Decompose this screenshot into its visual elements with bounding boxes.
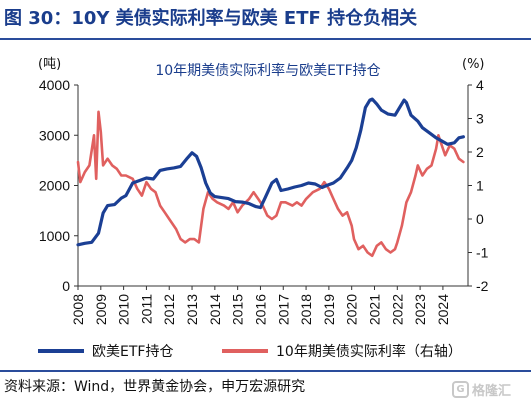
series-layer bbox=[76, 97, 465, 258]
x-axis-tick-label: 2018 bbox=[298, 294, 314, 325]
x-axis-tick-label: 2015 bbox=[230, 294, 246, 325]
left-axis-tick-label: 2000 bbox=[39, 178, 70, 194]
chart-legend: 欧美ETF持仓 10年期美债实际利率（右轴） bbox=[38, 343, 462, 360]
watermark-text: 格隆汇 bbox=[472, 383, 512, 399]
right-axis-tick-label: 0 bbox=[476, 211, 484, 227]
x-axis-tick-label: 2017 bbox=[275, 294, 291, 325]
left-axis-tick-label: 1000 bbox=[39, 228, 70, 244]
page-title: 图 30：10Y 美债实际利率与欧美 ETF 持仓负相关 bbox=[4, 8, 418, 29]
x-axis-tick-label: 2016 bbox=[252, 294, 268, 325]
x-axis-tick-label: 2012 bbox=[161, 294, 177, 325]
x-axis-tick-label: 2010 bbox=[116, 294, 132, 325]
source-note: 资料来源：Wind，世界黄金协会，申万宏源研究 bbox=[4, 379, 306, 395]
chart-axes: 0 1000 2000 3000 4000 -2 -1 0 1 2 3 4 2008 2009 2010 20… bbox=[39, 77, 489, 325]
footer-divider bbox=[0, 370, 531, 372]
left-axis-unit: (吨) bbox=[38, 57, 61, 72]
x-axis-tick-label: 2024 bbox=[435, 294, 451, 325]
right-axis-tick-label: -1 bbox=[476, 245, 489, 261]
right-axis-tick-label: 3 bbox=[476, 111, 484, 127]
x-axis-tick-label: 2019 bbox=[321, 294, 337, 325]
watermark: G 格隆汇 bbox=[452, 378, 528, 400]
x-axis-tick-label: 2021 bbox=[366, 294, 382, 325]
right-axis-tick-label: 2 bbox=[476, 144, 484, 160]
right-axis-unit: (%) bbox=[462, 57, 485, 72]
x-axis-tick-label: 2008 bbox=[70, 294, 86, 325]
watermark-logo-icon: G bbox=[452, 380, 469, 398]
x-axis-tick-label: 2023 bbox=[412, 294, 428, 325]
chart-title: 10年期美债实际利率与欧美ETF持仓 bbox=[155, 62, 380, 79]
left-axis-tick-label: 4000 bbox=[39, 77, 70, 93]
right-axis-tick-label: 1 bbox=[476, 178, 484, 194]
left-axis-tick-label: 3000 bbox=[39, 127, 70, 143]
x-axis-tick-label: 2009 bbox=[93, 294, 109, 325]
right-axis-tick-label: 4 bbox=[476, 77, 484, 93]
title-divider bbox=[0, 38, 531, 40]
left-axis-tick-label: 0 bbox=[62, 278, 70, 294]
series-line-etf-holdings bbox=[76, 97, 465, 247]
x-axis-tick-label: 2020 bbox=[344, 294, 360, 325]
legend-label-etf: 欧美ETF持仓 bbox=[92, 344, 173, 360]
etf-rate-chart: 10年期美债实际利率与欧美ETF持仓 (吨) (%) 0 1000 2000 3000… bbox=[38, 57, 489, 360]
legend-label-rate: 10年期美债实际利率（右轴） bbox=[276, 343, 462, 360]
x-axis-tick-label: 2013 bbox=[184, 294, 200, 325]
x-axis-tick-label: 2014 bbox=[207, 294, 223, 325]
x-axis-tick-label: 2022 bbox=[389, 294, 405, 325]
right-axis-tick-label: -2 bbox=[476, 278, 489, 294]
x-axis-tick-label: 2011 bbox=[138, 294, 154, 324]
